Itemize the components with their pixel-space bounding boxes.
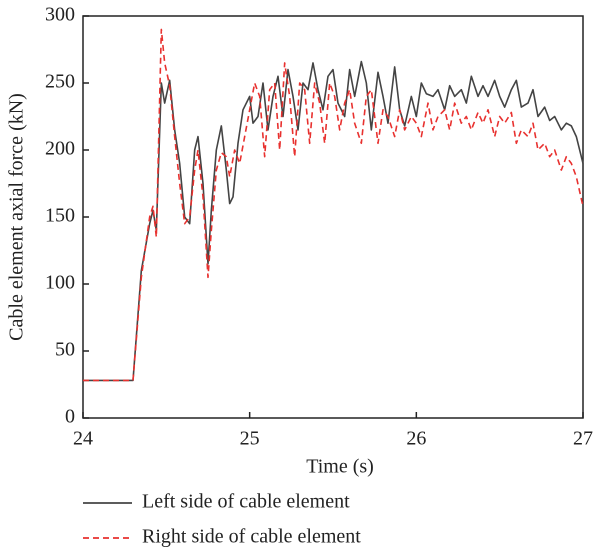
y-tick-label: 100 <box>45 272 75 294</box>
y-tick-label: 300 <box>45 4 75 26</box>
y-tick-label: 200 <box>45 138 75 160</box>
x-tick-label: 27 <box>573 428 593 450</box>
series-line <box>83 60 584 382</box>
y-tick-label: 0 <box>65 406 75 428</box>
legend-label: Left side of cable element <box>142 491 350 513</box>
plot-frame <box>82 15 584 419</box>
y-axis-label: Cable element axial force (kN) <box>6 93 28 341</box>
legend-label: Right side of cable element <box>142 526 361 548</box>
x-tick-label: 26 <box>406 428 426 450</box>
x-axis-label: Time (s) <box>306 456 374 478</box>
y-tick-label: 150 <box>45 205 75 227</box>
y-tick-label: 250 <box>45 71 75 93</box>
x-tick-label: 24 <box>73 428 93 450</box>
x-tick-label: 25 <box>240 428 260 450</box>
series-line <box>83 28 584 382</box>
y-tick-label: 50 <box>55 339 75 361</box>
